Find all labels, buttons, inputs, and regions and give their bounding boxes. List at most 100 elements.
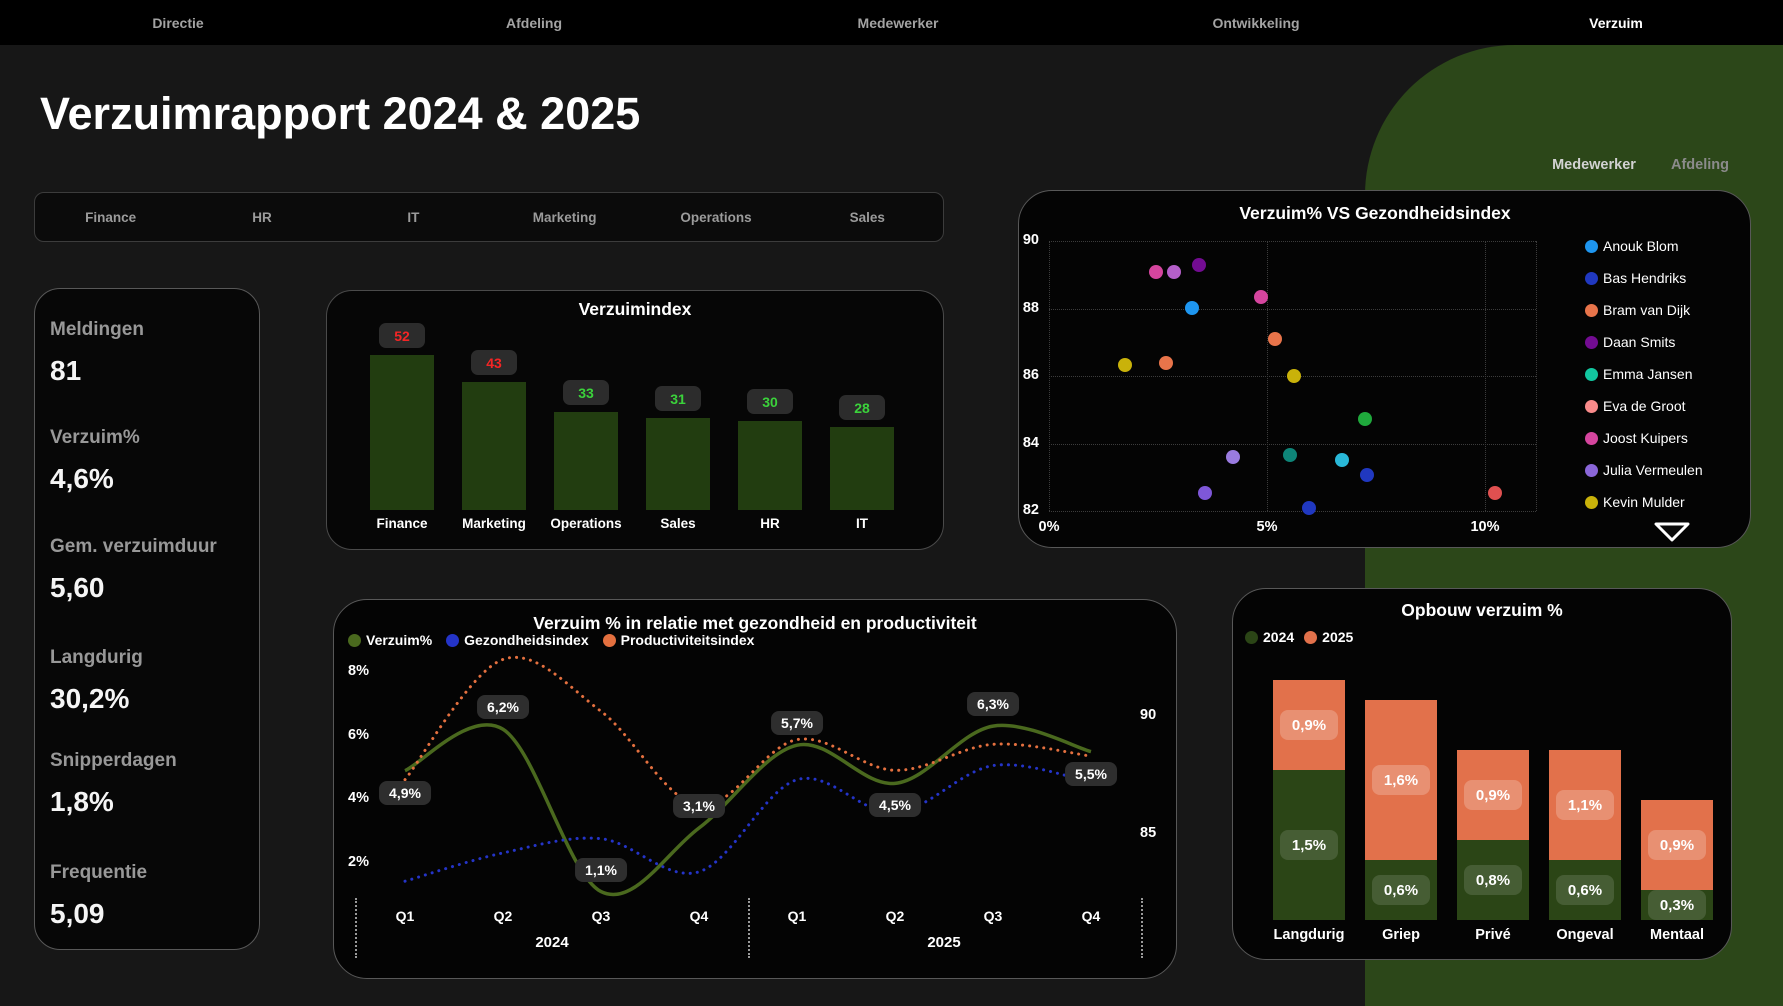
scatter-tab-afdeling[interactable]: Afdeling xyxy=(1671,157,1729,173)
bar-it[interactable] xyxy=(830,427,894,510)
stack-2025-priv[interactable] xyxy=(1457,750,1529,840)
scatter-point-9[interactable] xyxy=(1358,411,1373,426)
gridline-y-88 xyxy=(1049,308,1536,310)
nav-tab-ontwikkeling[interactable]: Ontwikkeling xyxy=(1212,14,1300,31)
scatter-point-7[interactable] xyxy=(1159,355,1174,370)
scatter-point-13[interactable] xyxy=(1359,467,1374,482)
x-tick-0: 0% xyxy=(1038,519,1060,535)
scatter-point-8[interactable] xyxy=(1286,369,1301,383)
slicer-item-operations[interactable]: Operations xyxy=(680,209,752,225)
scatter-point-1[interactable] xyxy=(1167,265,1182,280)
legend-dot-emma-jansen xyxy=(1585,367,1598,381)
x-quarter-7: Q4 xyxy=(1081,908,1101,924)
slicer-item-finance[interactable]: Finance xyxy=(85,209,137,225)
plot-right-edge xyxy=(1536,241,1537,511)
stack-2024-ongeval[interactable] xyxy=(1549,860,1621,920)
legend-dot-anouk-blom xyxy=(1585,239,1598,253)
legend-item-joost-kuipers[interactable]: Joost Kuipers xyxy=(1585,430,1688,446)
legend-item-bas-hendriks[interactable]: Bas Hendriks xyxy=(1585,270,1686,286)
scatter-point-4[interactable] xyxy=(1184,301,1199,316)
stack-2024-priv[interactable] xyxy=(1457,840,1529,920)
bar-category-finance: Finance xyxy=(376,516,428,531)
scatter-point-2[interactable] xyxy=(1191,257,1206,272)
stack-label-2025-ongeval: 1,1% xyxy=(1556,790,1614,820)
stacked-bar-panel: Opbouw verzuim % 2024 2025 0,9% 1,5% Langdu… xyxy=(1232,588,1732,960)
opbouw-legend-2024[interactable]: 2024 xyxy=(1245,629,1294,645)
bar-finance[interactable] xyxy=(370,355,434,510)
scatter-point-5[interactable] xyxy=(1268,331,1283,346)
stack-2025-griep[interactable] xyxy=(1365,700,1437,860)
opbouw-legend-dot-2025 xyxy=(1304,630,1318,644)
bar-marketing[interactable] xyxy=(462,382,526,510)
line-legend-productiviteitsindex[interactable]: Productiviteitsindex xyxy=(602,632,755,648)
legend-item-daan-smits[interactable]: Daan Smits xyxy=(1585,334,1675,350)
bar-hr[interactable] xyxy=(738,421,802,510)
legend-item-bram-van-dijk[interactable]: Bram van Dijk xyxy=(1585,302,1690,318)
gridline-y-90 xyxy=(1049,241,1536,242)
data-label-verzuim-7: 5,5% xyxy=(1065,761,1117,786)
scatter-point-10[interactable] xyxy=(1225,450,1240,464)
stack-2024-griep[interactable] xyxy=(1365,860,1437,920)
legend-item-julia-vermeulen[interactable]: Julia Vermeulen xyxy=(1585,462,1703,478)
kpi-value-verzuim: 4,6% xyxy=(50,463,114,494)
scatter-point-3[interactable] xyxy=(1253,290,1268,305)
stack-2025-langdurig[interactable] xyxy=(1273,680,1345,770)
slicer-item-marketing[interactable]: Marketing xyxy=(532,209,597,225)
data-label-verzuim-1: 6,2% xyxy=(477,695,529,720)
scatter-point-14[interactable] xyxy=(1198,486,1213,501)
legend-item-eva-de-groot[interactable]: Eva de Groot xyxy=(1585,398,1686,414)
nav-tab-directie[interactable]: Directie xyxy=(152,14,204,31)
stack-label-2024-mentaal: 0,3% xyxy=(1648,890,1706,920)
line-legend-name-productiviteitsindex: Productiviteitsindex xyxy=(620,632,755,648)
stack-2024-mentaal[interactable] xyxy=(1641,890,1713,920)
gridline-x-5 xyxy=(1267,241,1268,511)
scatter-tab-medewerker[interactable]: Medewerker xyxy=(1552,157,1636,173)
stack-2024-langdurig[interactable] xyxy=(1273,770,1345,920)
kpi-value-gem-verzuimduur: 5,60 xyxy=(50,572,105,603)
slicer-item-sales[interactable]: Sales xyxy=(849,209,885,225)
bar-operations[interactable] xyxy=(554,412,618,510)
gridline-x-0 xyxy=(1049,241,1050,511)
legend-item-emma-jansen[interactable]: Emma Jansen xyxy=(1585,366,1692,382)
bar-value-sales: 31 xyxy=(655,386,701,411)
legend-scroll-down-icon[interactable] xyxy=(1654,521,1690,543)
nav-tab-medewerker[interactable]: Medewerker xyxy=(857,14,939,31)
scatter-point-11[interactable] xyxy=(1282,447,1297,462)
scatter-point-16[interactable] xyxy=(1488,486,1503,501)
x-quarter-0: Q1 xyxy=(395,908,415,924)
legend-item-kevin-mulder[interactable]: Kevin Mulder xyxy=(1585,494,1685,510)
legend-dot-kevin-mulder xyxy=(1585,495,1598,509)
x-quarter-2: Q3 xyxy=(591,908,611,924)
series-line-verzuim[interactable] xyxy=(404,723,1092,897)
data-label-verzuim-2: 1,1% xyxy=(575,857,627,882)
legend-dot-joost-kuipers xyxy=(1585,431,1598,445)
stack-2025-mentaal[interactable] xyxy=(1641,800,1713,890)
slicer-item-hr[interactable]: HR xyxy=(252,209,272,225)
line-legend-gezondheidsindex[interactable]: Gezondheidsindex xyxy=(446,632,589,648)
legend-name-bram-van-dijk: Bram van Dijk xyxy=(1603,302,1691,318)
verzuimindex-bar-chart: Verzuimindex 52 Finance 43 Marketing 33 Opera… xyxy=(326,290,944,550)
line-chart-title: Verzuim % in relatie met gezondheid en p… xyxy=(533,613,977,633)
kpi-card: Meldingen 81 Verzuim% 4,6% Gem. verzuimduur 5… xyxy=(34,288,260,950)
bar-sales[interactable] xyxy=(646,418,710,510)
scatter-point-12[interactable] xyxy=(1334,453,1349,468)
series-line-productiviteitsindex[interactable] xyxy=(403,656,1093,808)
opbouw-legend-2025[interactable]: 2025 xyxy=(1304,629,1353,645)
bar-value-finance: 52 xyxy=(379,323,425,348)
legend-name-anouk-blom: Anouk Blom xyxy=(1603,238,1679,254)
kpi-label-frequentie: Frequentie xyxy=(50,862,148,883)
nav-tab-verzuim[interactable]: Verzuim xyxy=(1589,14,1643,31)
stack-label-2024-langdurig: 1,5% xyxy=(1280,830,1338,860)
stack-2025-ongeval[interactable] xyxy=(1549,750,1621,860)
scatter-point-0[interactable] xyxy=(1148,265,1163,280)
nav-tab-afdeling[interactable]: Afdeling xyxy=(506,14,562,31)
legend-name-eva-de-groot: Eva de Groot xyxy=(1603,398,1686,414)
slicer-item-it[interactable]: IT xyxy=(407,209,420,225)
line-legend-verzuim[interactable]: Verzuim% xyxy=(348,632,432,648)
gridline-y-84 xyxy=(1049,443,1536,445)
scatter-point-15[interactable] xyxy=(1301,500,1316,515)
scatter-point-6[interactable] xyxy=(1118,357,1133,372)
legend-item-anouk-blom[interactable]: Anouk Blom xyxy=(1585,238,1678,254)
right-tick-90: 90 xyxy=(1140,707,1157,723)
